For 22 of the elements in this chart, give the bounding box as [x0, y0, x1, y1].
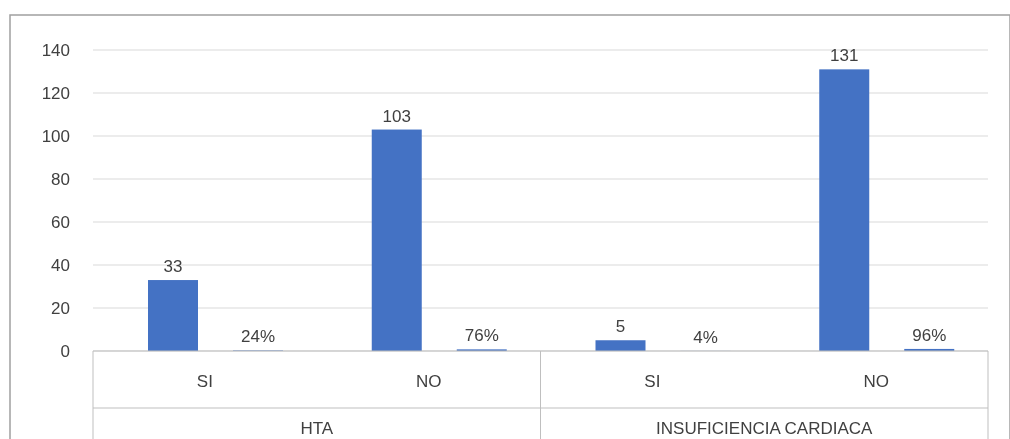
y-tick-label: 0: [60, 342, 70, 361]
data-label: 4%: [693, 327, 718, 347]
data-label: 131: [830, 46, 859, 66]
x-tick-label: SI: [196, 372, 213, 391]
y-tick-label: 120: [41, 84, 70, 103]
data-label: 24%: [240, 327, 276, 347]
y-tick-label: 20: [51, 299, 70, 318]
text: INSUFICIENCIA CARDIACA: [656, 419, 874, 438]
y-tick-label: 60: [51, 213, 70, 232]
y-tick-label: 80: [51, 170, 70, 189]
text: HTA: [300, 419, 334, 438]
x-tick-label: NO: [415, 372, 442, 391]
data-label: 96%: [912, 325, 947, 345]
y-tick-label: 100: [41, 127, 70, 146]
y-tick-label: 40: [51, 256, 70, 275]
data-label: 5: [615, 317, 626, 337]
y-tick-label: 140: [41, 41, 70, 60]
data-label: 76%: [464, 326, 499, 346]
data-label: 33: [163, 257, 183, 277]
x-tick-label: SI: [644, 372, 661, 391]
data-label: 103: [382, 106, 411, 126]
x-tick-label: NO: [863, 372, 889, 391]
